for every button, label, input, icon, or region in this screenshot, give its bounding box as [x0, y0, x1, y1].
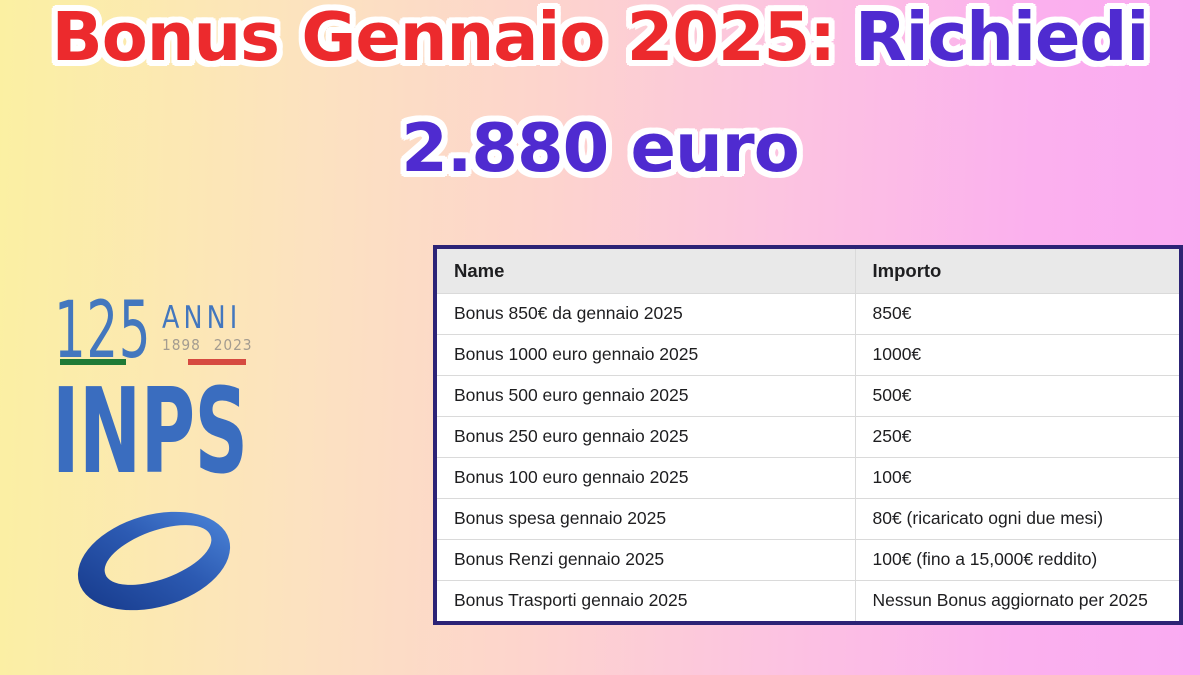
bonus-importo-cell: 100€	[854, 456, 1179, 498]
bonus-importo-cell: 1000€	[854, 333, 1179, 375]
italian-flag-red-bar	[188, 359, 246, 365]
bonus-importo-cell: 80€ (ricaricato ogni due mesi)	[854, 497, 1179, 539]
bonus-name-cell: Bonus spesa gennaio 2025	[437, 497, 855, 539]
page-title: Bonus Gennaio 2025: Richiedi 2.880 euro	[0, 4, 1200, 182]
column-header-name: Name	[454, 259, 505, 281]
bonus-name-cell: Bonus 500 euro gennaio 2025	[437, 374, 855, 416]
bonus-importo-cell: 850€	[854, 292, 1179, 334]
title-richiedi: Richiedi	[855, 0, 1149, 76]
table-row: Bonus 1000 euro gennaio 2025 1000€	[437, 333, 1179, 375]
title-amount: 2.880 euro	[401, 109, 799, 187]
table-row: Bonus 100 euro gennaio 2025 100€	[437, 456, 1179, 498]
bonus-name-cell: Bonus 850€ da gennaio 2025	[437, 292, 855, 334]
inps-swirl-logo-icon	[74, 505, 234, 622]
bonus-importo-cell: 500€	[854, 374, 1179, 416]
bonus-name-cell: Bonus 100 euro gennaio 2025	[437, 456, 855, 498]
logo-year-range: 1898 2023	[162, 338, 253, 353]
column-header-importo: Importo	[854, 249, 1179, 293]
logo-year-end: 2023	[213, 336, 253, 354]
bonus-importo-cell: 100€ (fino a 15,000€ reddito)	[854, 538, 1179, 580]
bonus-name-cell: Bonus 250 euro gennaio 2025	[437, 415, 855, 457]
bonus-importo-cell: 250€	[854, 415, 1179, 457]
table-row: Bonus Trasporti gennaio 2025 Nessun Bonus…	[437, 579, 1179, 621]
bonus-importo-cell: Nessun Bonus aggiornato per 2025	[854, 579, 1179, 621]
bonus-table-body: Bonus 850€ da gennaio 2025 850€ Bonus 1000…	[437, 292, 1179, 621]
inps-logo: 125 ANNI 1898 2023 INPS	[52, 292, 262, 627]
logo-anni-label: ANNI	[162, 300, 242, 336]
table-row: Bonus 250 euro gennaio 2025 250€	[437, 415, 1179, 457]
title-bonus-gennaio: Bonus Gennaio 2025:	[51, 0, 836, 76]
bonus-name-cell: Bonus Trasporti gennaio 2025	[437, 579, 855, 621]
bonus-table: Name Importo Bonus 850€ da gennaio 2025 8…	[433, 245, 1183, 625]
bonus-name-cell: Bonus 1000 euro gennaio 2025	[437, 333, 855, 375]
table-row: Bonus spesa gennaio 2025 80€ (ricaricato …	[437, 497, 1179, 539]
logo-anniversary-number: 125	[54, 286, 152, 376]
table-row: Bonus 500 euro gennaio 2025 500€	[437, 374, 1179, 416]
title-line-1: Bonus Gennaio 2025: Richiedi	[0, 4, 1200, 71]
logo-year-start: 1898	[162, 336, 201, 354]
table-row: Bonus Renzi gennaio 2025 100€ (fino a 15,…	[437, 538, 1179, 580]
bonus-name-cell: Bonus Renzi gennaio 2025	[437, 538, 855, 580]
logo-org-name: INPS	[52, 362, 248, 500]
table-row: Bonus 850€ da gennaio 2025 850€	[437, 292, 1179, 334]
table-header-row: Name Importo	[437, 249, 1179, 293]
italian-flag-green-bar	[60, 359, 126, 365]
